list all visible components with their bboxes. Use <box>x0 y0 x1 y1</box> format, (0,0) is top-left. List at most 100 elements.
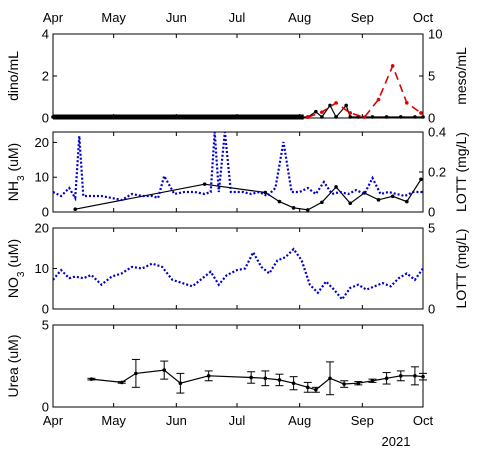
y2-axis-label: LOTT (mg/L) <box>453 132 469 212</box>
data-point <box>305 115 310 119</box>
y2-axis-label: LOTT (mg/L) <box>453 229 469 309</box>
data-point <box>328 103 332 108</box>
data-point <box>334 101 338 105</box>
y-tick-label: 0 <box>42 302 49 317</box>
top-month-label: Aug <box>288 10 311 25</box>
bottom-month-label: May <box>101 413 126 428</box>
y2-tick-label: 0 <box>428 302 435 317</box>
y-tick-label: 10 <box>35 261 49 276</box>
data-point <box>421 374 425 379</box>
data-point <box>305 208 310 212</box>
bottom-month-label: Apr <box>43 413 64 428</box>
data-point <box>405 199 409 204</box>
y2-tick-label: 5 <box>428 221 435 236</box>
data-point <box>119 380 124 385</box>
y-tick-label: 5 <box>42 318 49 333</box>
y2-tick-label: 10 <box>428 27 442 42</box>
data-point <box>314 109 318 114</box>
top-month-label: Apr <box>43 10 64 25</box>
top-month-label: Sep <box>351 10 374 25</box>
data-point <box>376 97 381 102</box>
data-point <box>249 375 253 380</box>
data-point <box>291 381 296 386</box>
panel-frame-nh3-lott <box>52 131 424 213</box>
bottom-month-label: Jul <box>229 413 246 428</box>
y-axis-label: NO3 (uM) <box>5 239 27 298</box>
bottom-month-label: Oct <box>413 413 434 428</box>
series-line-nh3-lott-1 <box>52 131 423 202</box>
data-point <box>419 177 423 182</box>
data-point <box>334 115 338 119</box>
data-point <box>178 381 183 386</box>
data-point <box>320 110 324 114</box>
data-point <box>384 376 389 381</box>
data-point <box>342 382 346 386</box>
data-point <box>263 376 268 381</box>
data-point <box>362 115 367 119</box>
series-line-no3-lott-0 <box>52 247 424 302</box>
bottom-month-label: Sep <box>351 413 374 428</box>
y-tick-label: 10 <box>35 170 49 185</box>
data-point <box>413 374 417 378</box>
data-point <box>356 381 361 386</box>
data-point <box>320 200 324 205</box>
data-point <box>263 190 268 195</box>
data-point <box>314 387 318 392</box>
panel-frame-no3-lott <box>52 227 424 310</box>
panel-frame-urea <box>52 324 424 408</box>
y-tick-label: 4 <box>42 27 49 42</box>
data-point <box>390 64 395 68</box>
top-month-label: Jun <box>166 10 187 25</box>
top-month-label: May <box>101 10 126 25</box>
data-point <box>291 206 296 210</box>
series-line-urea-0 <box>91 369 424 391</box>
series-line-nh3-lott-0 <box>75 178 422 211</box>
data-point <box>421 115 425 119</box>
bottom-month-label: Aug <box>288 413 311 428</box>
year-label: 2021 <box>382 434 411 449</box>
data-point <box>206 374 211 378</box>
bottom-month-label: Jun <box>166 413 187 428</box>
y2-tick-label: 0 <box>428 205 435 220</box>
series-line-dino-meso-1 <box>307 63 422 119</box>
data-point <box>277 199 282 204</box>
y-axis-label: NH3 (uM) <box>5 143 27 201</box>
data-point <box>419 111 423 115</box>
data-point <box>334 185 338 189</box>
top-month-label: Jul <box>229 10 246 25</box>
data-point <box>320 115 324 119</box>
panel-frame-dino-meso <box>52 33 424 119</box>
data-point <box>73 207 78 212</box>
data-point <box>89 377 94 381</box>
data-point <box>134 371 138 376</box>
data-point <box>370 378 375 383</box>
data-point <box>376 198 381 202</box>
data-point <box>305 385 310 390</box>
data-point <box>384 115 389 119</box>
data-point <box>348 201 353 206</box>
y2-axis-label: meso/mL <box>453 47 469 105</box>
y2-tick-label: 0.2 <box>428 165 446 180</box>
y-axis-label: Urea (uM) <box>5 334 21 397</box>
data-point <box>390 194 395 199</box>
y2-tick-label: 0.4 <box>428 125 446 140</box>
top-month-label: Oct <box>413 10 434 25</box>
data-point <box>398 115 403 119</box>
y-tick-label: 20 <box>35 221 49 236</box>
y-tick-label: 0 <box>42 400 49 415</box>
y-tick-label: 2 <box>42 69 49 84</box>
y-axis-label: dino/mL <box>5 51 21 101</box>
y2-tick-label: 5 <box>428 69 435 84</box>
data-point <box>413 115 417 119</box>
y2-tick-label: 0 <box>428 111 435 126</box>
data-point <box>398 374 403 378</box>
y-tick-label: 0 <box>42 205 49 220</box>
y-tick-label: 0 <box>42 111 49 126</box>
data-point <box>328 376 332 381</box>
data-point <box>202 182 207 186</box>
data-point <box>405 101 409 105</box>
y-tick-label: 20 <box>35 135 49 150</box>
data-point <box>277 378 282 382</box>
